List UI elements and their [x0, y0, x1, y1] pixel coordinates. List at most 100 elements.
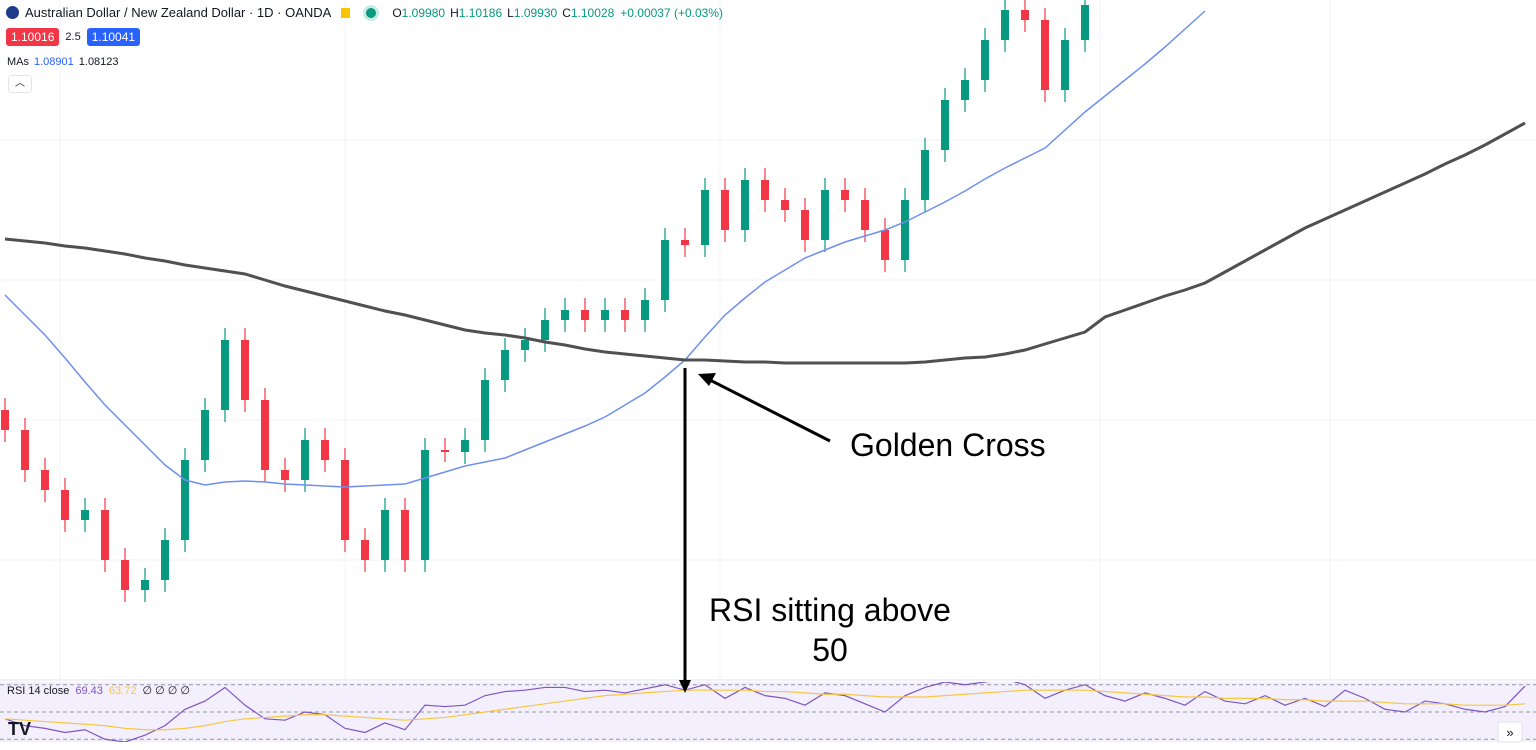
annotation: Golden Cross: [850, 427, 1046, 463]
ohlc-item: H1.10186: [450, 6, 502, 20]
ma-value: 1.08901: [34, 56, 74, 68]
scroll-button[interactable]: [1497, 721, 1523, 743]
ma-label: MAs: [7, 56, 29, 68]
rsi-ma-value: 63.72: [108, 684, 137, 697]
ohlc-label: L: [507, 5, 514, 20]
candle-body: [661, 240, 669, 300]
candle-body: [381, 510, 389, 560]
legend-header: Australian Dollar / New Zealand Dollar ·…: [6, 5, 723, 20]
candle-body: [801, 210, 809, 240]
candle-body: [821, 190, 829, 240]
ma-value: 1.08123: [78, 56, 119, 68]
candle-body: [1041, 20, 1049, 90]
rsi-value: 69.43: [75, 684, 103, 697]
candle-body: [541, 320, 549, 340]
annotation-box: RSI sitting above 50: [709, 592, 951, 668]
candle-body: [261, 400, 269, 470]
candle-body: [341, 460, 349, 540]
candle-body: [1061, 40, 1069, 90]
svg-text:TV: TV: [8, 719, 31, 739]
candle-body: [1021, 10, 1029, 20]
flag-icon: [6, 6, 19, 19]
candle-body: [121, 560, 129, 590]
candle-body: [761, 180, 769, 200]
candle-body: [321, 440, 329, 460]
sell-button[interactable]: 1.10016: [6, 28, 60, 46]
candle-body: [61, 490, 69, 520]
candle-body: [561, 310, 569, 320]
ohlc-label: O: [392, 5, 402, 20]
rsi-label: RSI 14 close: [7, 684, 70, 697]
spread: 2.5: [65, 31, 81, 43]
candle-body: [481, 380, 489, 440]
candle-body: [201, 410, 209, 460]
ohlc-value: 1.09980: [401, 5, 446, 20]
ohlc: O1.09980 H1.10186 L1.09930 C1.10028: [392, 6, 614, 20]
tv-logo: TV: [8, 719, 31, 739]
candle-body: [361, 540, 369, 560]
candle-body: [681, 240, 689, 245]
ohlc-label: C: [562, 5, 571, 20]
candle-body: [521, 340, 529, 350]
candle-body: [981, 40, 989, 80]
rsi-extra: ∅ ∅ ∅ ∅: [142, 685, 190, 697]
rsi-ma-line: [4, 689, 1526, 731]
annotation-arrows: [679, 368, 831, 693]
candle-body: [281, 470, 289, 480]
candle-body: [601, 310, 609, 320]
candle-body: [1081, 5, 1089, 40]
candle-body: [721, 190, 729, 230]
candle-body: [221, 340, 229, 410]
candle-body: [961, 80, 969, 100]
candle-body: [581, 310, 589, 320]
ohlc-value: 1.10186: [458, 5, 503, 20]
ohlc-label: H: [450, 5, 459, 20]
scroll-icon: »: [1506, 725, 1513, 740]
collapse-button[interactable]: ︿: [8, 75, 32, 93]
ma-legend: MAs 1.08901 1.08123: [7, 56, 119, 68]
candle-body: [301, 440, 309, 480]
moving-average: [4, 10, 1206, 488]
candle-body: [81, 510, 89, 520]
candle-body: [781, 200, 789, 210]
candle-body: [461, 440, 469, 452]
candle-body: [921, 150, 929, 200]
candle-body: [101, 510, 109, 560]
moving-average: [4, 121, 1526, 365]
ohlc-value: 1.10028: [570, 5, 615, 20]
candle-body: [441, 450, 449, 452]
buy-button[interactable]: 1.10041: [86, 28, 141, 46]
candle-body: [141, 580, 149, 590]
candle-body: [1, 410, 9, 430]
market-status: [366, 7, 377, 18]
candle-body: [641, 300, 649, 320]
candle-body: [501, 350, 509, 380]
candle-body: [941, 100, 949, 150]
ohlc-item: O1.09980: [392, 6, 445, 20]
ohlc-item: L1.09930: [507, 6, 557, 20]
candle-body: [181, 460, 189, 540]
ohlc-value: 1.09930: [513, 5, 558, 20]
candle-body: [741, 180, 749, 230]
candle-body: [901, 200, 909, 260]
candle-body: [161, 540, 169, 580]
change: +0.00037 (+0.03%): [620, 5, 724, 20]
symbol-title: Australian Dollar / New Zealand Dollar ·…: [25, 5, 332, 20]
candle-body: [421, 450, 429, 560]
candle-body: [241, 340, 249, 400]
candle-body: [881, 230, 889, 260]
candle-body: [41, 470, 49, 490]
candle-body: [401, 510, 409, 560]
flag-marker[interactable]: [341, 7, 351, 18]
candle-body: [701, 190, 709, 245]
rsi-legend: RSI 14 close 69.43 63.72 ∅ ∅ ∅ ∅: [7, 684, 190, 698]
candle-body: [1001, 10, 1009, 40]
grid: [0, 0, 1536, 680]
annotation: RSI sitting above 50: [709, 592, 951, 668]
candle-body: [841, 190, 849, 200]
candle-body: [21, 430, 29, 470]
trade-buttons: 1.10016 2.5 1.10041: [6, 28, 141, 46]
ohlc-item: C1.10028: [562, 6, 614, 20]
